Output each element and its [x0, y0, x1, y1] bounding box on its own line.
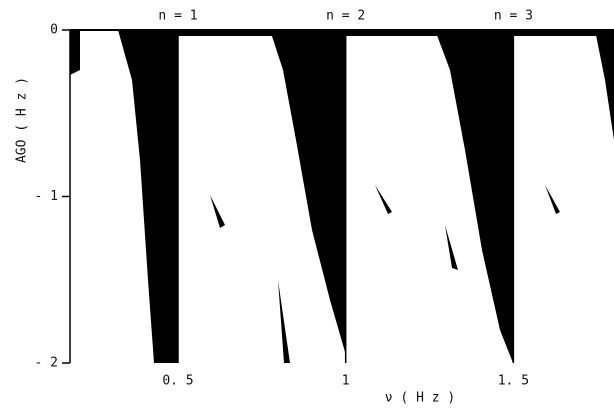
y-tick-label: - 2 [35, 356, 58, 371]
annotation: n = 3 [494, 9, 533, 24]
y-tick-label: - 1 [35, 189, 58, 204]
y-tick-label: 0 [50, 23, 58, 38]
region [435, 30, 513, 363]
region [513, 30, 614, 36]
x-tick-label: 0. 5 [162, 374, 193, 389]
regions [70, 30, 614, 363]
region [595, 30, 614, 140]
annotation: n = 1 [158, 9, 197, 24]
x-axis-label: ν ( H z ) [385, 391, 455, 406]
x-tick-label: 1. 5 [498, 374, 529, 389]
region [118, 30, 178, 363]
region [270, 30, 345, 352]
annotation: n = 2 [326, 9, 365, 24]
x-tick-label: 1 [342, 374, 350, 389]
y-axis-label: AGO ( H z ) [15, 77, 30, 163]
region [70, 30, 80, 75]
